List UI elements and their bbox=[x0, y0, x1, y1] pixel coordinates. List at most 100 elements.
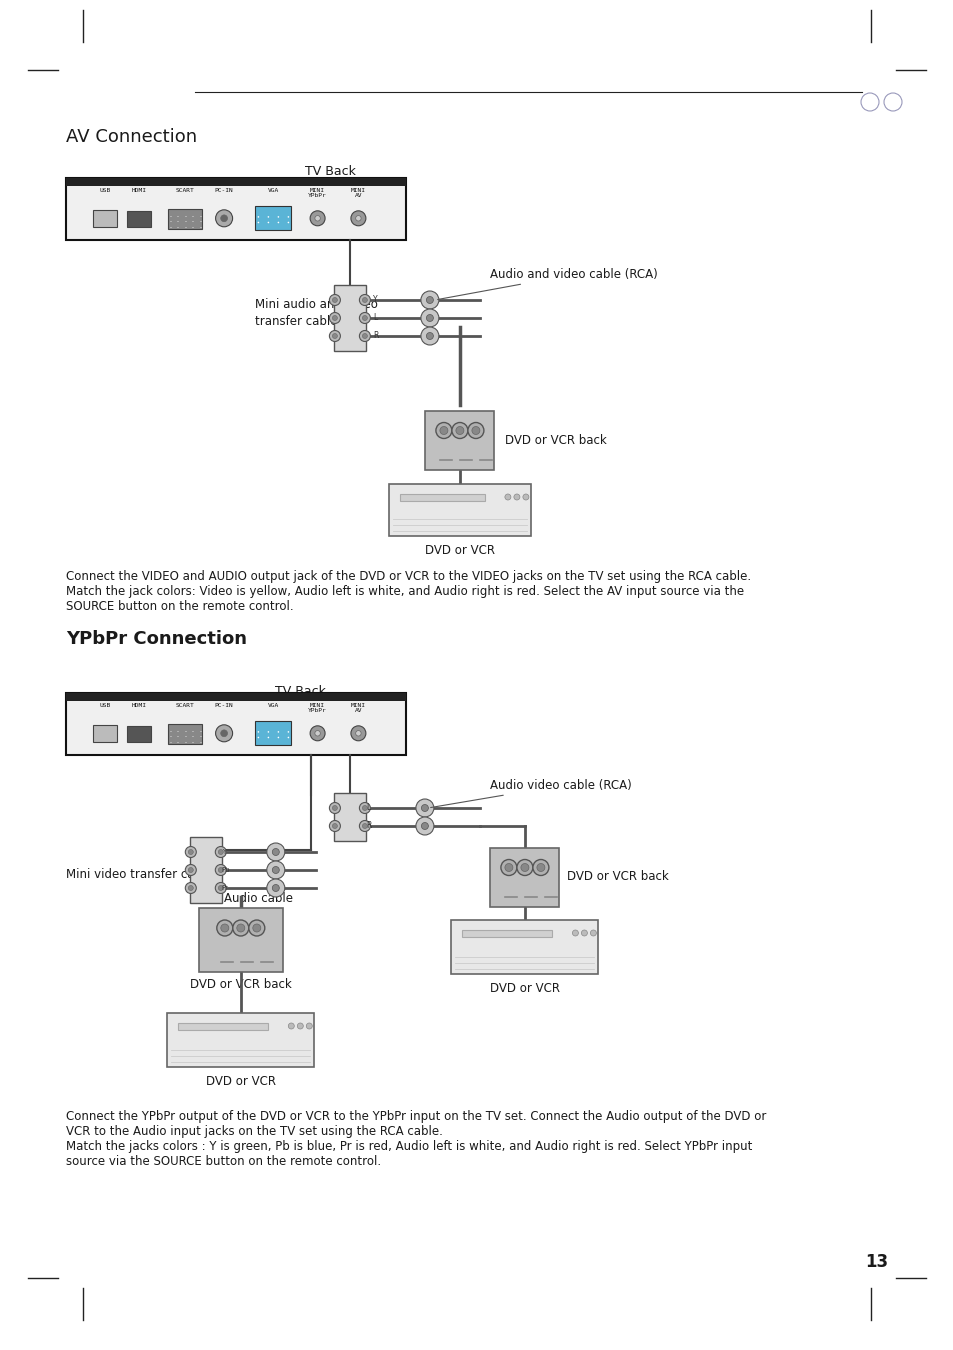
Circle shape bbox=[306, 1023, 312, 1029]
Circle shape bbox=[220, 215, 227, 221]
Text: Audio video cable (RCA): Audio video cable (RCA) bbox=[430, 779, 631, 807]
Circle shape bbox=[467, 423, 483, 439]
Circle shape bbox=[215, 846, 226, 857]
Text: DVD or VCR back: DVD or VCR back bbox=[566, 871, 668, 883]
Circle shape bbox=[233, 919, 249, 936]
Circle shape bbox=[188, 886, 193, 891]
Circle shape bbox=[216, 919, 233, 936]
Bar bbox=[66, 693, 406, 755]
Text: Pb: Pb bbox=[221, 867, 230, 873]
Circle shape bbox=[220, 730, 227, 737]
Text: DVD or VCR back: DVD or VCR back bbox=[504, 433, 606, 447]
Circle shape bbox=[287, 216, 289, 217]
Circle shape bbox=[332, 297, 337, 302]
Circle shape bbox=[359, 312, 370, 324]
Circle shape bbox=[267, 842, 285, 861]
Circle shape bbox=[472, 427, 479, 435]
Circle shape bbox=[416, 799, 434, 817]
Text: DVD or VCR back: DVD or VCR back bbox=[190, 977, 292, 991]
Bar bbox=[127, 726, 151, 741]
Circle shape bbox=[332, 333, 337, 339]
Text: Pr: Pr bbox=[221, 886, 229, 891]
Text: AV Connection: AV Connection bbox=[66, 128, 197, 146]
Text: L: L bbox=[366, 803, 370, 813]
Bar bbox=[399, 494, 484, 501]
Circle shape bbox=[572, 930, 578, 936]
Circle shape bbox=[218, 849, 223, 855]
Circle shape bbox=[452, 423, 467, 439]
Circle shape bbox=[215, 864, 226, 876]
Text: 13: 13 bbox=[864, 1253, 887, 1270]
Circle shape bbox=[257, 737, 259, 738]
FancyBboxPatch shape bbox=[190, 837, 221, 903]
Circle shape bbox=[272, 849, 279, 856]
Circle shape bbox=[218, 886, 223, 891]
Circle shape bbox=[297, 1023, 303, 1029]
Circle shape bbox=[272, 884, 279, 891]
Bar bbox=[462, 930, 552, 937]
Circle shape bbox=[362, 333, 367, 339]
FancyBboxPatch shape bbox=[255, 207, 291, 231]
Circle shape bbox=[426, 332, 433, 339]
Circle shape bbox=[362, 824, 367, 829]
Circle shape bbox=[332, 806, 337, 810]
Circle shape bbox=[500, 860, 517, 876]
Bar bbox=[168, 208, 202, 230]
Circle shape bbox=[277, 737, 279, 738]
FancyBboxPatch shape bbox=[334, 792, 366, 841]
Circle shape bbox=[218, 868, 223, 872]
Circle shape bbox=[249, 919, 265, 936]
Bar bbox=[168, 724, 202, 744]
Text: PC-IN: PC-IN bbox=[214, 188, 233, 193]
Circle shape bbox=[359, 294, 370, 305]
Bar bbox=[66, 693, 406, 701]
FancyBboxPatch shape bbox=[425, 410, 494, 470]
Circle shape bbox=[215, 725, 233, 741]
FancyBboxPatch shape bbox=[167, 1012, 314, 1066]
Text: Mini audio and video
transfer cable: Mini audio and video transfer cable bbox=[254, 298, 377, 328]
Text: Audio and video cable (RCA): Audio and video cable (RCA) bbox=[437, 269, 657, 300]
Circle shape bbox=[329, 294, 340, 305]
Bar bbox=[178, 1023, 268, 1030]
Circle shape bbox=[310, 211, 325, 225]
Circle shape bbox=[268, 737, 269, 738]
Text: L: L bbox=[373, 313, 376, 323]
Text: TV Back: TV Back bbox=[274, 684, 325, 698]
Circle shape bbox=[416, 817, 434, 836]
Circle shape bbox=[277, 732, 279, 733]
Circle shape bbox=[236, 923, 245, 932]
Circle shape bbox=[456, 427, 463, 435]
Circle shape bbox=[268, 216, 269, 217]
Bar bbox=[127, 212, 151, 227]
Circle shape bbox=[436, 423, 452, 439]
Circle shape bbox=[332, 316, 337, 320]
Circle shape bbox=[362, 297, 367, 302]
Circle shape bbox=[362, 806, 367, 810]
Text: Y: Y bbox=[221, 849, 226, 855]
Circle shape bbox=[359, 821, 370, 832]
Circle shape bbox=[329, 312, 340, 324]
Circle shape bbox=[421, 822, 428, 829]
FancyBboxPatch shape bbox=[198, 909, 282, 972]
FancyBboxPatch shape bbox=[389, 485, 530, 536]
Circle shape bbox=[426, 315, 433, 321]
Circle shape bbox=[215, 883, 226, 894]
Circle shape bbox=[504, 864, 513, 872]
Text: HDMI: HDMI bbox=[132, 703, 147, 707]
Text: Audio cable: Audio cable bbox=[224, 892, 293, 904]
Text: Y: Y bbox=[373, 296, 377, 305]
Circle shape bbox=[426, 297, 433, 304]
Circle shape bbox=[272, 867, 279, 873]
Text: PC-IN: PC-IN bbox=[214, 703, 233, 707]
Circle shape bbox=[351, 726, 366, 741]
Circle shape bbox=[268, 221, 269, 223]
Text: Mini video transfer cable: Mini video transfer cable bbox=[66, 868, 213, 882]
Circle shape bbox=[314, 216, 320, 221]
Circle shape bbox=[329, 802, 340, 814]
Circle shape bbox=[520, 864, 528, 872]
Circle shape bbox=[267, 861, 285, 879]
Bar bbox=[93, 211, 117, 227]
Text: TV Back: TV Back bbox=[304, 165, 355, 178]
Circle shape bbox=[533, 860, 548, 876]
Circle shape bbox=[268, 732, 269, 733]
